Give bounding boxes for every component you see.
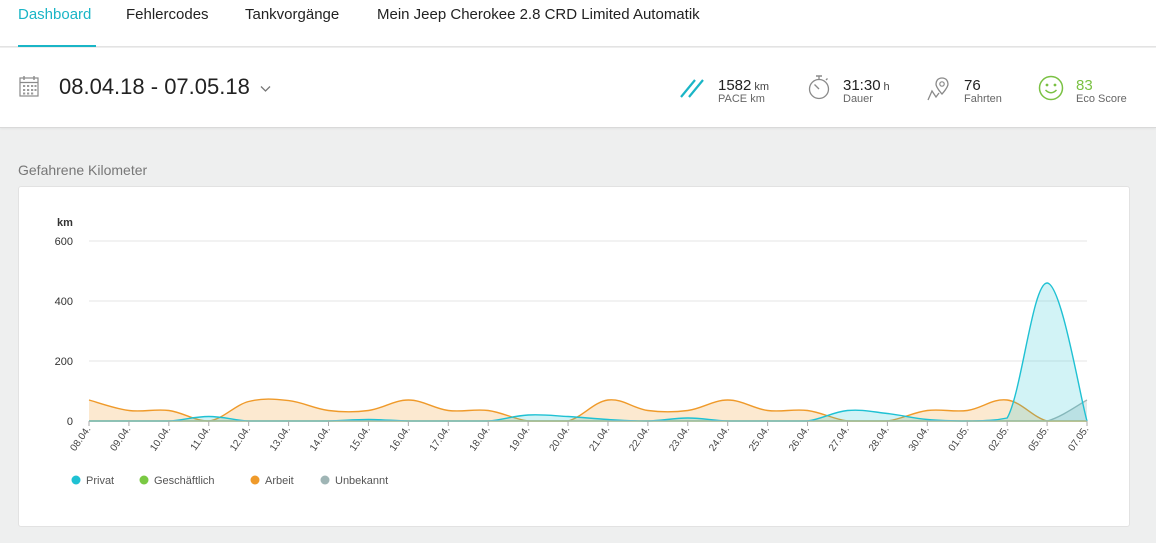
stat-unit: km <box>754 81 770 93</box>
tab-vehicle[interactable]: Mein Jeep Cherokee 2.8 CRD Limited Autom… <box>377 6 700 23</box>
km-area-chart: km 0 200 400 600 08.04. 09.04. 10.04. 11.04. 12.0… <box>55 217 1092 487</box>
y-tick-label: 600 <box>55 236 73 248</box>
calendar-icon[interactable] <box>19 75 39 102</box>
stat-label: Dauer <box>843 93 873 105</box>
legend-marker <box>320 475 330 485</box>
legend-marker <box>71 475 81 485</box>
legend-label: Arbeit <box>265 475 294 487</box>
stat-label: Fahrten <box>964 93 1002 105</box>
series-area-privat <box>89 282 1087 421</box>
y-tick-label: 200 <box>55 356 73 368</box>
legend-label: Geschäftlich <box>154 475 215 487</box>
x-tick-label: 20.04. <box>548 424 573 453</box>
x-tick-label: 16.04. <box>388 424 413 453</box>
date-stats-bar: 08.04.18 - 07.05.18 1582 km PACE km 31:30… <box>0 48 1156 128</box>
date-range-selector[interactable]: 08.04.18 - 07.05.18 <box>59 74 250 99</box>
stat-label: PACE km <box>718 93 765 105</box>
stat-value: 31:30 <box>843 77 881 94</box>
x-tick-label: 30.04. <box>907 424 932 453</box>
x-tick-label: 05.05. <box>1027 424 1052 453</box>
active-tab-indicator <box>18 45 96 47</box>
x-tick-label: 02.05. <box>987 424 1012 453</box>
stat-unit: h <box>883 81 890 93</box>
tab-tankvorgaenge[interactable]: Tankvorgänge <box>245 6 340 23</box>
x-tick-label: 15.04. <box>348 424 373 453</box>
x-tick-label: 21.04. <box>587 424 612 453</box>
x-tick-label: 23.04. <box>667 424 692 453</box>
x-tick-label: 24.04. <box>707 424 732 453</box>
x-tick-label: 08.04. <box>68 424 93 453</box>
y-axis-label: km <box>57 217 73 229</box>
legend-item-privat[interactable]: Privat <box>71 475 115 487</box>
tab-fehlercodes[interactable]: Fehlercodes <box>126 6 209 23</box>
legend-item-arbeit[interactable]: Arbeit <box>250 475 294 487</box>
series-line-arbeit <box>88 398 1087 422</box>
x-tick-label: 09.04. <box>108 424 133 453</box>
x-tick-label: 19.04. <box>508 424 533 453</box>
legend-label: Unbekannt <box>335 475 388 487</box>
x-tick-label: 27.04. <box>827 424 852 453</box>
tab-dashboard[interactable]: Dashboard <box>18 6 92 23</box>
chart-card: km 0 200 400 600 08.04. 09.04. 10.04. 11.04. 12.0… <box>18 186 1130 527</box>
stopwatch-icon <box>808 74 830 105</box>
x-tick-label: 12.04. <box>228 424 253 453</box>
x-tick-label: 25.04. <box>747 424 772 453</box>
stat-value: 1582 <box>718 77 752 94</box>
pace-icon <box>680 78 706 103</box>
chevron-down-icon[interactable] <box>260 80 271 98</box>
x-tick-label: 10.04. <box>148 424 173 453</box>
legend-marker <box>139 475 149 485</box>
x-tick-label: 07.05. <box>1066 424 1091 453</box>
stat-value: 83 <box>1076 77 1093 94</box>
legend-label: Privat <box>86 475 114 487</box>
legend-marker <box>250 475 260 485</box>
legend-item-geschäftlich[interactable]: Geschäftlich <box>139 475 215 487</box>
top-navigation: Dashboard Fehlercodes Tankvorgänge Mein … <box>0 0 1156 47</box>
x-tick-label: 14.04. <box>308 424 333 453</box>
x-tick-label: 18.04. <box>468 424 493 453</box>
x-tick-label: 11.04. <box>189 424 214 452</box>
smiley-icon <box>1038 75 1064 106</box>
stat-value: 76 <box>964 77 981 94</box>
legend-item-unbekannt[interactable]: Unbekannt <box>320 475 389 487</box>
x-tick-label: 13.04. <box>268 424 293 453</box>
stat-label: Eco Score <box>1076 93 1127 105</box>
y-tick-label: 0 <box>67 416 73 428</box>
series-line-privat <box>89 282 1088 422</box>
x-tick-label: 26.04. <box>787 424 812 453</box>
map-pin-icon <box>927 76 953 107</box>
x-tick-label: 17.04. <box>428 424 453 453</box>
y-tick-label: 400 <box>55 296 73 308</box>
x-tick-label: 28.04. <box>867 424 892 453</box>
x-tick-label: 01.05. <box>947 424 972 453</box>
x-tick-label: 22.04. <box>627 424 652 453</box>
section-title: Gefahrene Kilometer <box>18 162 148 178</box>
